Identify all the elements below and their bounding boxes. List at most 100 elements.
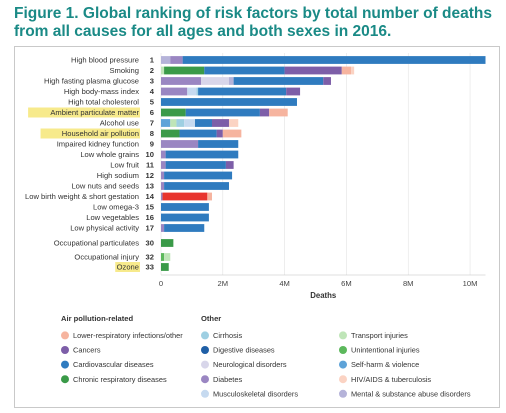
risk-label-3: High fasting plasma glucose (44, 77, 139, 86)
legend-label-unintentional: Unintentional injuries (351, 346, 420, 355)
highlight-6 (28, 107, 140, 118)
risk-rank-10: 10 (146, 150, 154, 159)
bar-seg-4-cancer (286, 87, 301, 96)
bar-seg-4-diabetes (161, 87, 188, 96)
bar-seg-9-cvd (198, 140, 239, 148)
bar-seg-6-chronic (161, 108, 186, 117)
risk-label-7: Alcohol use (100, 119, 139, 128)
bar-seg-15-cvd (161, 203, 209, 211)
bar-seg-12-diabetes (161, 171, 165, 180)
bar-seg-8-chronic (161, 129, 180, 138)
x-axis-title: Deaths (310, 291, 337, 300)
bar-seg-2-cancer (284, 66, 342, 75)
bar-seg-11-cvd (165, 161, 226, 169)
chart-panel: High blood pressure 1 Smoking 2 High fasting… (14, 46, 500, 408)
risk-label-11: Low fruit (110, 161, 140, 170)
bar-seg-1-diabetes (170, 56, 183, 64)
risk-rank-32: 32 (146, 253, 154, 262)
bar-seg-14-diabetes (161, 192, 163, 201)
legend-label-lri: Lower-respiratory infections/other (73, 331, 183, 340)
bar-seg-10-diabetes (161, 150, 166, 159)
legend-swatch-musculo (201, 389, 209, 398)
x-tick-label-5: 10M (463, 279, 478, 288)
legend-label-musculo: Musculoskeletal disorders (213, 389, 298, 398)
risk-rank-3: 3 (150, 77, 154, 86)
bar-seg-2-lri (341, 66, 352, 75)
risk-rank-12: 12 (146, 171, 154, 180)
legend-swatch-selfharm (339, 360, 347, 369)
bar-seg-9-diabetes (161, 140, 199, 148)
bar-seg-12-cvd (164, 171, 233, 180)
risk-rank-17: 17 (146, 224, 154, 233)
risk-label-33: Ozone (117, 263, 139, 272)
risk-rank-14: 14 (146, 192, 155, 201)
highlight-8 (40, 128, 140, 139)
bar-seg-8-cancer (216, 129, 223, 138)
risk-rank-11: 11 (146, 161, 155, 170)
legend-label-diabetes: Diabetes (213, 375, 242, 384)
legend-label-mental: Mental & substance abuse disorders (351, 389, 471, 398)
bar-seg-7-cvd (194, 119, 212, 127)
risk-label-16: Low vegetables (86, 213, 139, 222)
bar-seg-10-cvd (165, 150, 239, 159)
bar-seg-13-cvd (164, 182, 229, 190)
bar-seg-7-musculo (184, 119, 195, 127)
legend-swatch-mental (339, 389, 347, 398)
risk-label-15: Low omega-3 (93, 203, 139, 212)
risk-rank-8: 8 (150, 129, 154, 138)
bar-seg-2-hiv (351, 66, 355, 75)
legend-label-selfharm: Self-harm & violence (351, 360, 419, 369)
risk-rank-6: 6 (150, 108, 154, 117)
risk-rank-7: 7 (150, 119, 154, 128)
risk-rank-1: 1 (150, 56, 155, 65)
risk-label-14: Low birth weight & short gestation (25, 192, 139, 201)
risk-rank-4: 4 (150, 87, 155, 96)
risk-rank-33: 33 (146, 263, 154, 272)
legend-swatch-transport (339, 331, 347, 340)
risk-label-9: Impaired kidney function (57, 140, 139, 149)
legend-label-chronic: Chronic respiratory diseases (73, 375, 167, 384)
risk-rank-15: 15 (146, 203, 155, 212)
bar-seg-11-cancer (225, 161, 234, 169)
legend-swatch-diabetes (201, 375, 209, 384)
x-tick-label-3: 6M (341, 279, 352, 288)
legend-label-cancer: Cancers (73, 346, 101, 355)
risk-label-32: Occupational injury (74, 253, 139, 262)
bar-seg-5-cvd (161, 98, 297, 106)
bar-seg-4-musculo (187, 87, 197, 96)
legend-swatch-cvd (61, 360, 69, 369)
bar-seg-3-cvd (233, 77, 324, 85)
legend-label-digestive: Digestive diseases (213, 346, 275, 355)
bar-seg-14-lri (207, 192, 212, 201)
risk-rank-30: 30 (146, 239, 154, 248)
bar-seg-3-cancer (323, 77, 331, 85)
risk-label-12: High sodium (97, 171, 139, 180)
legend-label-transport: Transport injuries (351, 331, 408, 340)
bar-seg-1-cvd (182, 56, 486, 64)
legend-swatch-hiv (339, 375, 347, 384)
bar-seg-13-diabetes (161, 182, 165, 190)
bar-seg-11-diabetes (161, 161, 166, 169)
legend-swatch-cancer (61, 346, 69, 354)
risk-label-13: Low nuts and seeds (71, 182, 139, 191)
legend-swatch-chronic (61, 375, 69, 384)
bar-seg-16-cvd (161, 213, 209, 222)
bar-seg-6-lri (269, 108, 288, 117)
risk-rank-2: 2 (150, 66, 154, 75)
legend-heading-1: Other (201, 314, 221, 323)
bar-seg-4-cvd (198, 87, 287, 96)
risk-label-6: Ambient particulate matter (50, 108, 139, 117)
bar-seg-7-cancer (211, 119, 229, 127)
risk-label-2: Smoking (109, 66, 139, 75)
bar-seg-6-cvd (185, 108, 260, 117)
risk-rank-16: 16 (146, 213, 154, 222)
risk-label-8: Household air pollution (62, 129, 139, 138)
bar-seg-33-chronic (161, 263, 169, 271)
x-tick-label-4: 8M (403, 279, 414, 288)
bar-seg-7-selfharm (161, 119, 171, 127)
bar-seg-14-red (162, 192, 208, 201)
legend-swatch-neuro (201, 360, 209, 369)
risk-label-10: Low whole grains (80, 150, 139, 159)
bar-seg-2-transport (161, 66, 165, 75)
risk-factor-bar-chart: High blood pressure 1 Smoking 2 High fasting… (25, 53, 486, 398)
